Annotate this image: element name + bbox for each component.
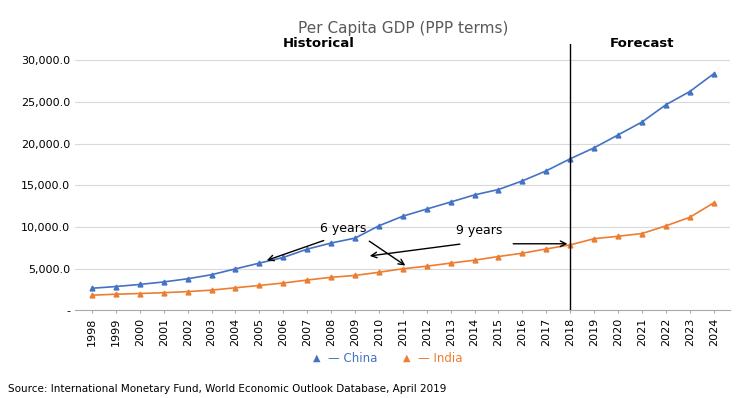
- China: [303, 247, 312, 252]
- China: [279, 255, 288, 260]
- Text: 6 years: 6 years: [320, 222, 366, 236]
- China: [542, 168, 551, 173]
- Text: ▲: ▲: [403, 353, 410, 363]
- Title: Per Capita GDP (PPP terms): Per Capita GDP (PPP terms): [297, 21, 508, 36]
- China: [231, 267, 240, 271]
- India: [398, 266, 407, 271]
- India: [447, 261, 456, 265]
- India: [303, 278, 312, 283]
- India: [709, 201, 718, 205]
- Text: ▲: ▲: [312, 353, 320, 363]
- China: [494, 187, 503, 192]
- India: [327, 275, 336, 280]
- India: [87, 293, 96, 298]
- India: [255, 283, 264, 288]
- Line: India: India: [90, 201, 716, 298]
- Text: Historical: Historical: [283, 37, 355, 51]
- China: [398, 214, 407, 219]
- China: [422, 207, 431, 211]
- China: [614, 133, 623, 137]
- India: [661, 223, 670, 228]
- China: [350, 236, 359, 240]
- India: [350, 273, 359, 278]
- India: [518, 251, 527, 256]
- China: [159, 279, 168, 284]
- China: [470, 193, 479, 197]
- China: [566, 156, 575, 161]
- India: [590, 236, 599, 241]
- India: [422, 264, 431, 269]
- China: [709, 71, 718, 76]
- Text: — China: — China: [328, 352, 377, 365]
- India: [136, 291, 145, 296]
- China: [685, 89, 694, 94]
- Text: Source: International Monetary Fund, World Economic Outlook Database, April 2019: Source: International Monetary Fund, Wor…: [8, 384, 446, 394]
- China: [638, 120, 647, 125]
- China: [207, 272, 216, 277]
- China: [255, 261, 264, 265]
- India: [159, 290, 168, 295]
- Text: Forecast: Forecast: [610, 37, 674, 51]
- India: [207, 288, 216, 293]
- India: [494, 254, 503, 259]
- China: [111, 284, 120, 289]
- India: [374, 270, 383, 275]
- India: [542, 246, 551, 251]
- China: [661, 102, 670, 107]
- China: [87, 286, 96, 291]
- India: [685, 215, 694, 220]
- India: [111, 292, 120, 297]
- India: [231, 285, 240, 290]
- China: [447, 200, 456, 205]
- Line: China: China: [90, 71, 716, 291]
- India: [470, 258, 479, 263]
- China: [327, 241, 336, 246]
- China: [183, 276, 192, 281]
- India: [279, 281, 288, 285]
- China: [136, 282, 145, 287]
- China: [590, 145, 599, 150]
- Text: — India: — India: [418, 352, 462, 365]
- China: [518, 178, 527, 183]
- India: [183, 289, 192, 294]
- India: [638, 231, 647, 236]
- Text: 9 years: 9 years: [456, 224, 502, 237]
- India: [614, 234, 623, 239]
- India: [566, 242, 575, 247]
- China: [374, 223, 383, 228]
